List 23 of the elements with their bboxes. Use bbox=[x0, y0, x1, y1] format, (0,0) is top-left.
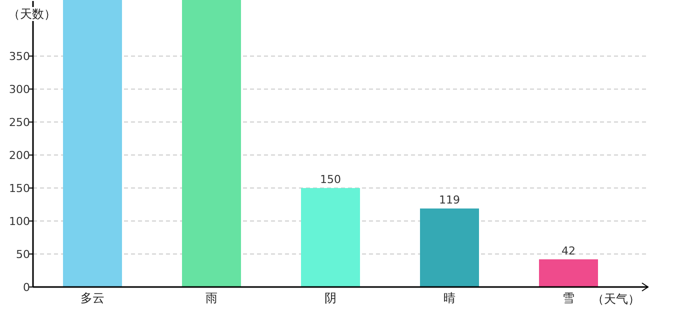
bar bbox=[301, 188, 360, 287]
data-label: 150 bbox=[320, 173, 341, 186]
y-tick-label: 300 bbox=[9, 83, 30, 96]
x-axis-title: （天气） bbox=[592, 292, 640, 306]
bar bbox=[63, 0, 122, 287]
y-tick-label: 150 bbox=[9, 182, 30, 196]
y-tick-label: 50 bbox=[16, 248, 30, 262]
x-tick-label: 晴 bbox=[444, 291, 456, 305]
x-tick-label: 雨 bbox=[206, 291, 218, 305]
y-tick-label: 100 bbox=[9, 215, 30, 228]
x-tick-label: 阴 bbox=[324, 291, 336, 305]
y-tick-label: 0 bbox=[23, 281, 30, 294]
x-tick-label: 雪 bbox=[562, 291, 574, 305]
y-axis-title: （天数） bbox=[8, 7, 56, 21]
x-tick-label: 多云 bbox=[80, 291, 104, 305]
y-tick-label: 250 bbox=[9, 116, 30, 130]
bar bbox=[182, 0, 241, 287]
data-label: 119 bbox=[439, 193, 460, 206]
data-label: 42 bbox=[562, 244, 576, 258]
y-tick-label: 350 bbox=[9, 50, 30, 64]
bar bbox=[420, 208, 479, 287]
bar bbox=[539, 259, 598, 287]
y-tick-label: 200 bbox=[9, 149, 30, 162]
